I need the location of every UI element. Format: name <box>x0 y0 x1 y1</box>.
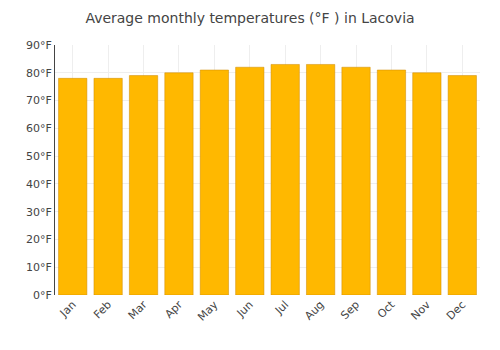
svg-text:90°F: 90°F <box>26 39 52 52</box>
svg-text:Jan: Jan <box>57 298 79 320</box>
svg-text:Mar: Mar <box>126 298 150 322</box>
svg-text:10°F: 10°F <box>26 261 52 274</box>
svg-text:50°F: 50°F <box>26 150 52 163</box>
svg-text:Jul: Jul <box>272 298 291 317</box>
svg-text:70°F: 70°F <box>26 94 52 107</box>
svg-text:60°F: 60°F <box>26 122 52 135</box>
svg-text:Jun: Jun <box>234 298 256 320</box>
svg-text:Dec: Dec <box>444 298 468 322</box>
svg-text:Nov: Nov <box>409 298 434 323</box>
svg-text:Feb: Feb <box>91 298 114 321</box>
svg-text:Oct: Oct <box>375 298 398 321</box>
svg-text:Sep: Sep <box>338 298 362 322</box>
svg-text:May: May <box>195 298 221 324</box>
svg-text:80°F: 80°F <box>26 67 52 80</box>
svg-text:Aug: Aug <box>302 298 326 322</box>
svg-text:40°F: 40°F <box>26 178 52 191</box>
svg-text:Apr: Apr <box>162 298 185 321</box>
svg-text:Average monthly temperatures (: Average monthly temperatures (°F ) in La… <box>85 10 414 26</box>
svg-text:30°F: 30°F <box>26 206 52 219</box>
svg-text:20°F: 20°F <box>26 233 52 246</box>
svg-text:0°F: 0°F <box>33 289 52 302</box>
